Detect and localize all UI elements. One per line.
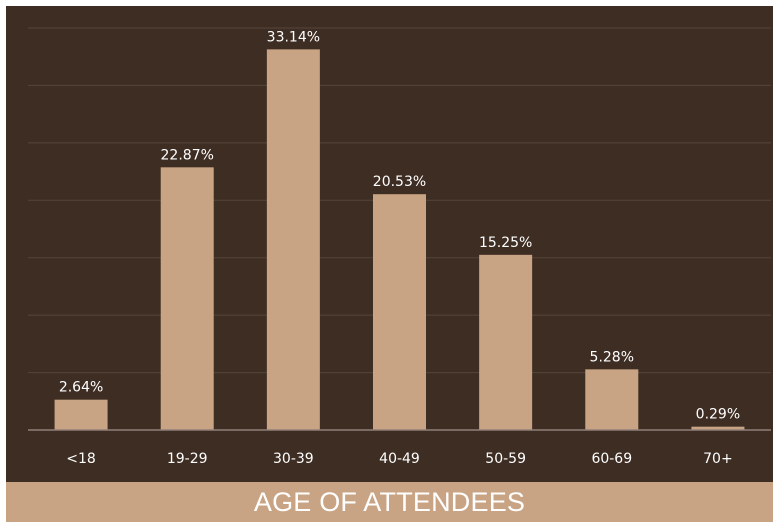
bar-7 xyxy=(691,426,745,430)
x-tick-label-1: <18 xyxy=(66,451,96,467)
bar-3 xyxy=(266,49,320,430)
x-tick-label-7: 70+ xyxy=(703,451,733,467)
bar-4 xyxy=(373,194,426,430)
bar-chart: 2.64% <18 22.87% 19-29 33.14% 30-39 20.53% 40-4… xyxy=(28,27,771,467)
data-label-2: 22.87% xyxy=(161,147,214,163)
x-tick-label-3: 30-39 xyxy=(273,451,314,467)
bar-6 xyxy=(585,369,639,430)
x-tick-label-4: 40-49 xyxy=(379,451,420,467)
data-label-1: 2.64% xyxy=(59,380,103,396)
x-tick-label-6: 60-69 xyxy=(591,451,632,467)
chart-title: AGE OF ATTENDEES xyxy=(6,482,773,522)
data-label-3: 33.14% xyxy=(267,29,320,45)
data-label-7: 0.29% xyxy=(696,407,740,423)
bar-5 xyxy=(479,254,533,430)
bar-2 xyxy=(160,167,214,430)
x-tick-label-2: 19-29 xyxy=(167,451,208,467)
data-label-6: 5.28% xyxy=(590,349,634,365)
data-label-4: 20.53% xyxy=(373,174,426,190)
chart-frame: 2.64% <18 22.87% 19-29 33.14% 30-39 20.53% 40-4… xyxy=(6,6,773,522)
data-label-5: 15.25% xyxy=(479,235,532,251)
bar-1 xyxy=(54,399,108,430)
x-tick-label-5: 50-59 xyxy=(485,451,526,467)
